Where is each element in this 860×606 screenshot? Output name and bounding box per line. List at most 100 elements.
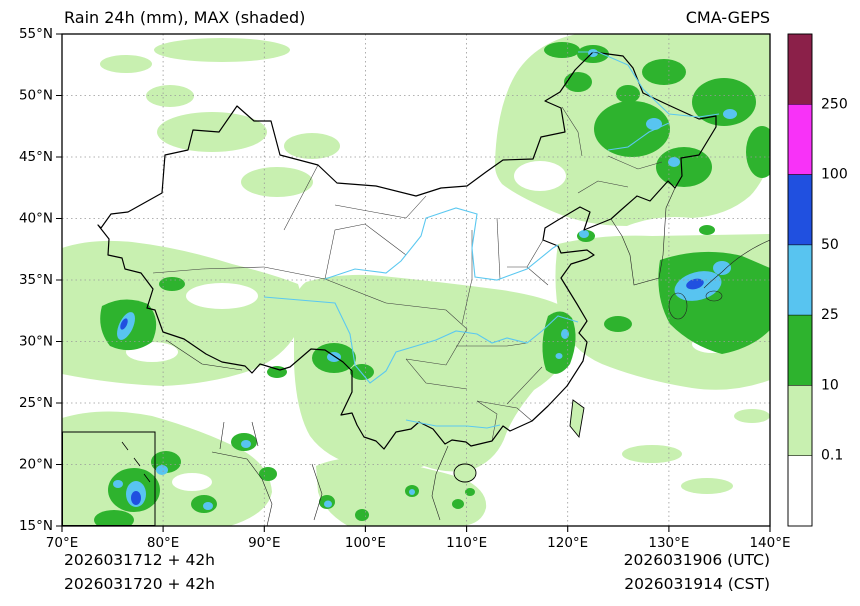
colorbar-segment [787,314,813,386]
y-tick-label: 35°N [19,272,53,288]
x-tick-label: 130°E [648,535,689,551]
taiwan-island [569,399,585,439]
rain-cell [616,85,640,103]
rain-cell [355,509,369,521]
figure-title: Rain 24h (mm), MAX (shaded) [64,8,305,27]
rain-cell [564,72,592,92]
map-plot-area [61,33,771,527]
rain-cell [561,329,569,339]
japan-coastline [703,239,770,289]
rain-cell [350,364,374,380]
inset-dash-line [121,441,151,483]
rain-cell [316,458,487,526]
rain-cell [62,240,302,386]
rain-cell [604,316,632,332]
rain-cell [465,488,475,496]
province-border [561,106,583,157]
rain-cell [646,118,662,130]
y-axis-labels: 55°N 50°N 45°N 40°N 35°N 30°N 25°N 20°N … [19,26,53,534]
songhua-river [607,122,670,151]
rain-cell [241,440,251,448]
rain-cell [734,409,770,423]
valid-time-utc: 2026031906 (UTC) [624,551,770,569]
province-border [577,180,629,194]
rain-cell [723,109,737,119]
shikoku-island [705,290,723,302]
x-tick-label: 100°E [345,535,386,551]
amur-river [578,51,720,118]
colorbar-label: 250 [821,96,848,112]
colorbar-segment [787,33,813,105]
province-border [476,400,498,442]
colorbar-segment [787,174,813,246]
y-tick-label: 15°N [19,518,53,534]
province-border [526,239,544,268]
colorbar-label: 10 [821,377,839,393]
colorbar: 250 100 50 25 10 0.1 [787,33,848,527]
province-border [506,366,543,405]
kyushu-island [668,292,688,320]
province-border [334,195,427,219]
rain-cell [154,38,290,62]
boundary-line [165,339,243,371]
rain-cell [579,230,589,238]
rain-cell [409,489,415,495]
province-border [405,358,468,390]
x-axis-labels: 70°E 80°E 90°E 100°E 110°E 120°E 130°E 1… [46,535,791,551]
x-tick-label: 90°E [248,535,280,551]
y-tick-label: 25°N [19,395,53,411]
rain-cell [622,445,682,463]
yangtze-river [263,296,579,384]
yellow-river [324,207,559,281]
rain-cell [120,318,128,330]
rain-cell [713,261,731,275]
rain-cell [131,491,141,505]
rain-shade-intense [120,278,704,505]
rain-cell [203,502,213,510]
model-name: CMA-GEPS [686,8,770,27]
map-content [62,34,770,526]
china-border [97,51,717,450]
colorbar-segment [787,385,813,456]
rain-cell [327,352,341,362]
x-tick-label: 140°E [749,535,790,551]
dry-cell [172,473,212,491]
foreign-boundaries [165,187,770,526]
x-tick-label: 120°E [547,535,588,551]
rain-cell [146,85,194,107]
x-tick-label: 80°E [147,535,179,551]
colorbar-label: 25 [821,307,839,323]
init-time-utc: 2026031712 + 42h [64,551,215,569]
colorbar-segment [787,455,813,527]
y-tick-label: 40°N [19,211,53,227]
hainan-island [453,463,477,483]
rivers [263,51,720,429]
colorbar-label: 100 [821,167,848,183]
y-tick-label: 30°N [19,334,53,350]
rain-cell [452,499,464,509]
rain-cell [94,510,134,526]
province-border [152,266,265,274]
colorbar-outline [787,33,813,527]
rain-cell [113,480,123,488]
boundary-line [431,445,449,521]
rain-cell [656,147,712,187]
rain-cell [542,311,576,374]
province-border [385,302,468,366]
rain-cell [241,167,313,197]
xi-river [405,419,501,429]
province-border [324,223,407,280]
rain-cell [686,278,704,290]
province-border [476,400,533,422]
rain-cell [284,133,340,159]
x-tick-label: 110°E [446,535,487,551]
valid-time-cst: 2026031914 (CST) [624,575,770,593]
boundary-line [311,463,323,521]
dry-cell [186,283,258,309]
korea-coastline [610,187,676,286]
y-tick-label: 55°N [19,26,53,42]
rain-cell [100,55,152,73]
colorbar-label: 0.1 [821,448,843,464]
axis-tick-marks [56,33,771,532]
